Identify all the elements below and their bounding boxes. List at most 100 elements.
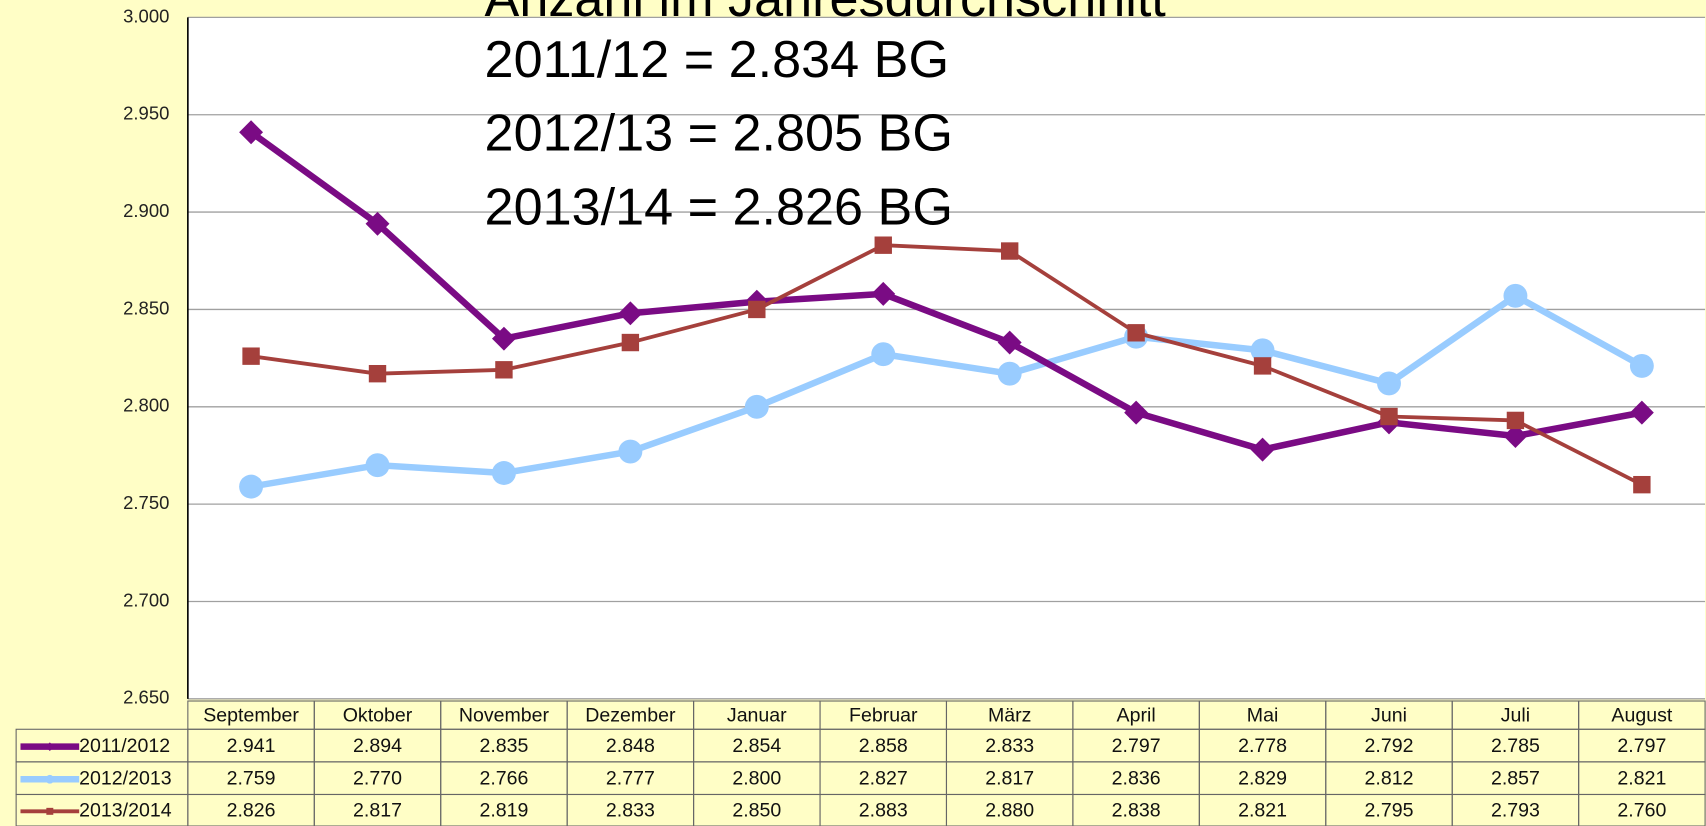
table-value: 2.857 (1491, 767, 1540, 789)
marker (1503, 283, 1528, 308)
y-tick-label: 2.850 (123, 297, 169, 318)
y-tick-label: 2.950 (123, 103, 169, 124)
marker (239, 474, 264, 499)
table-value: 2.836 (1112, 767, 1161, 789)
table-value: 2.777 (606, 767, 655, 789)
table-value: 2.880 (985, 799, 1034, 821)
marker (1503, 424, 1528, 448)
y-tick-label: 2.700 (123, 589, 169, 610)
table-value: 2.848 (606, 735, 655, 757)
annotation: 2012/13 = 2.805 BG (485, 105, 953, 163)
marker (1633, 475, 1651, 494)
annotation: 2013/14 = 2.826 BG (485, 179, 953, 237)
y-tick-label: 3.000 (123, 5, 169, 26)
table-value: 2.760 (1617, 799, 1666, 821)
table-value: 2.821 (1238, 799, 1287, 821)
table-value: 2.797 (1617, 735, 1666, 757)
table-value: 2.793 (1491, 799, 1540, 821)
category-label: April (1117, 704, 1156, 726)
marker (1506, 411, 1525, 430)
table-value: 2.817 (353, 799, 402, 821)
marker (1250, 338, 1275, 363)
marker (1629, 400, 1654, 425)
category-label: November (459, 704, 550, 726)
y-tick-label: 2.800 (123, 395, 169, 416)
marker (1127, 324, 1145, 342)
table-cell (1578, 793, 1706, 826)
series-line (250, 292, 1644, 490)
marker (45, 774, 55, 784)
annotation: 2011/12 = 2.834 BG (485, 31, 949, 89)
marker (491, 461, 516, 485)
table-value: 2.829 (1238, 767, 1287, 789)
plot-area (187, 17, 1706, 699)
table-value: 2.817 (985, 767, 1034, 789)
marker (871, 342, 896, 367)
table-value: 2.858 (859, 735, 908, 757)
marker (491, 326, 516, 351)
category-label: August (1611, 704, 1672, 726)
table-value: 2.833 (985, 735, 1034, 757)
marker (874, 236, 892, 254)
table-value: 2.838 (1112, 799, 1161, 821)
table-value: 2.821 (1617, 767, 1666, 789)
table-value: 2.835 (479, 735, 528, 757)
table-value: 2.827 (859, 767, 908, 789)
marker (239, 120, 264, 145)
category-label: September (203, 704, 299, 726)
legend-label: 2011/2012 (79, 735, 170, 757)
marker (744, 394, 769, 419)
chart-title: Anzahl im Jahresdurchschnitt (485, 0, 1167, 28)
table-value: 2.785 (1491, 735, 1540, 757)
marker (368, 364, 387, 383)
marker (365, 453, 390, 478)
table-value: 2.797 (1112, 735, 1161, 757)
table-value: 2.812 (1365, 767, 1414, 789)
marker (365, 211, 390, 236)
y-tick-label: 2.750 (123, 492, 169, 513)
series-line (250, 243, 1643, 487)
y-tick-label: 2.900 (123, 200, 169, 221)
marker (871, 281, 896, 306)
legend-label: 2013/2014 (79, 799, 172, 821)
marker (997, 361, 1022, 386)
category-label: Mai (1247, 704, 1279, 726)
table-value: 2.766 (479, 767, 528, 789)
category-label: Juni (1371, 704, 1407, 726)
table-value: 2.800 (732, 767, 781, 789)
table-value: 2.792 (1365, 735, 1414, 757)
table-value: 2.833 (606, 799, 655, 821)
marker (1380, 407, 1398, 426)
series-line (249, 129, 1643, 453)
marker (1253, 357, 1272, 375)
table-value: 2.826 (227, 799, 276, 821)
marker (621, 333, 640, 352)
category-label: Februar (849, 704, 918, 726)
table-value: 2.770 (353, 767, 402, 789)
table-value: 2.795 (1365, 799, 1414, 821)
table-value: 2.894 (353, 735, 402, 757)
category-label: Januar (727, 704, 787, 726)
category-label: Juli (1501, 704, 1530, 726)
marker (242, 347, 260, 365)
marker (618, 439, 643, 464)
category-label: März (988, 704, 1031, 726)
marker (748, 300, 766, 319)
marker (46, 807, 54, 815)
table-value: 2.819 (479, 799, 528, 821)
marker (1629, 353, 1654, 378)
marker (1250, 437, 1275, 462)
marker (495, 361, 513, 379)
table-value: 2.941 (227, 735, 276, 757)
category-label: Oktober (343, 704, 413, 726)
y-tick-label: 2.650 (123, 687, 169, 708)
table-value: 2.854 (732, 735, 781, 757)
table-value: 2.759 (227, 767, 276, 789)
marker (1377, 371, 1401, 396)
marker (1124, 400, 1149, 425)
category-label: Dezember (585, 704, 676, 726)
legend-label: 2012/2013 (79, 767, 172, 789)
table-value: 2.850 (732, 799, 781, 821)
table-value: 2.778 (1238, 735, 1287, 757)
